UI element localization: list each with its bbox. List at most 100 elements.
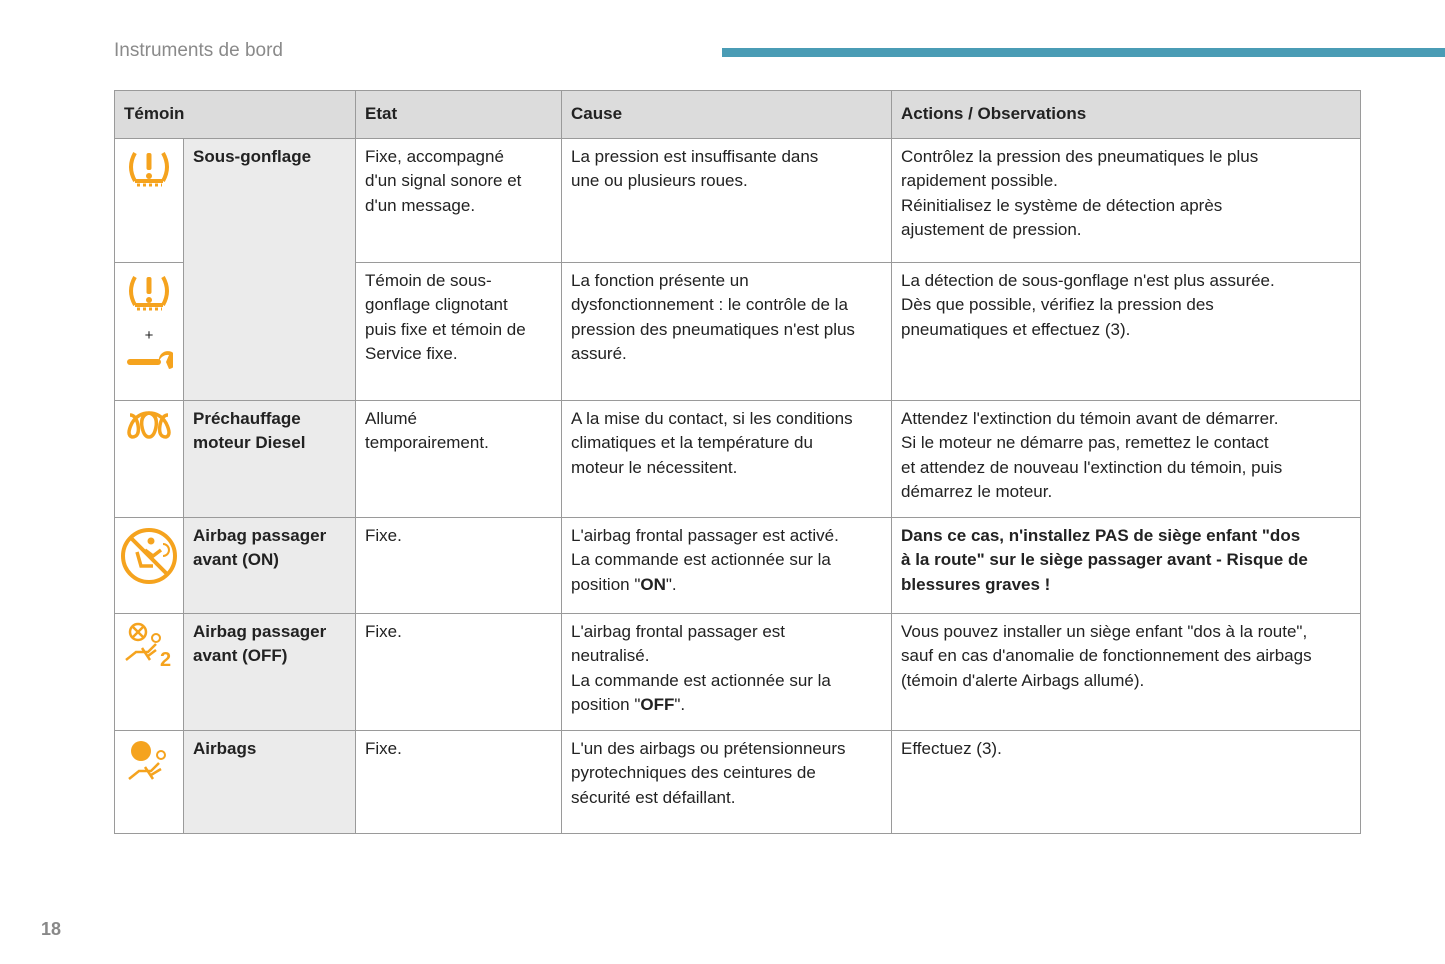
text-line: Si le moteur ne démarre pas, remettez le… xyxy=(901,433,1269,453)
glow-plug-icon xyxy=(115,409,183,441)
table-row: Préchauffage moteur Diesel Allumé temporair… xyxy=(114,400,1362,518)
warning-light-name: Sous-gonflage xyxy=(182,138,357,401)
text-line: Service fixe. xyxy=(365,343,458,363)
header-actions: Actions / Observations xyxy=(891,90,1362,139)
text-line: temporairement. xyxy=(365,433,489,453)
text-line: Dès que possible, vérifiez la pression d… xyxy=(901,295,1214,315)
tyre-pressure-icon xyxy=(115,147,183,193)
text-line: Fixe. xyxy=(365,526,402,545)
warning-light-name: Airbag passager avant (ON) xyxy=(182,517,357,614)
text-line: moteur Diesel xyxy=(193,433,306,453)
position-label: OFF xyxy=(640,694,675,714)
text-line: Réinitialisez le système de détection ap… xyxy=(901,195,1223,215)
text-segment: ". xyxy=(665,574,677,594)
warning-light-cell: 2 xyxy=(114,613,184,731)
text-line: Airbag passager xyxy=(193,622,327,641)
text-line: Vous pouvez installer un siège enfant "d… xyxy=(901,622,1308,641)
header-temoin: Témoin xyxy=(113,90,357,139)
text-line: L'airbag frontal passager est xyxy=(571,622,786,641)
table-row: 2 Airbag passager avant (OFF) Fixe. L'airbag… xyxy=(114,613,1362,731)
text-line: Effectuez (3). xyxy=(901,739,1002,758)
etat-cell: Allumé temporairement. xyxy=(355,400,563,518)
etat-cell: Fixe, accompagné d'un signal sonore et d'u… xyxy=(355,138,563,263)
airbag-fault-icon xyxy=(115,739,183,785)
table-row: Airbag passager avant (ON) Fixe. L'airbag f… xyxy=(114,517,1362,614)
actions-cell: Contrôlez la pression des pneumatiques l… xyxy=(891,138,1362,263)
text-line: Fixe. xyxy=(365,622,402,641)
header-etat: Etat xyxy=(355,90,563,139)
text-segment: position " xyxy=(571,574,641,594)
cause-cell: L'airbag frontal passager est activé. La … xyxy=(561,517,893,614)
text-line: démarrez le moteur. xyxy=(901,481,1053,501)
airbag-off-icon: 2 xyxy=(115,622,183,668)
text-line: et attendez de nouveau l'extinction du t… xyxy=(901,457,1283,477)
tyre-pressure-icon xyxy=(115,271,183,317)
cause-cell: La fonction présente un dysfonctionnement… xyxy=(561,262,893,401)
text-line: climatiques et la température du xyxy=(571,433,813,453)
table-header-row: Témoin Etat Cause Actions / Observations xyxy=(113,90,1362,139)
actions-cell: Effectuez (3). xyxy=(891,730,1362,834)
text-line: ajustement de pression. xyxy=(901,219,1082,239)
text-line: Allumé xyxy=(365,409,417,428)
warning-light-cell xyxy=(114,400,184,518)
text-line: pneumatiques et effectuez (3). xyxy=(901,319,1131,339)
warning-light-cell: + xyxy=(114,262,184,401)
cause-cell: La pression est insuffisante dans une ou … xyxy=(561,138,893,263)
section-title: Instruments de bord xyxy=(114,40,283,61)
text-line: moteur le nécessitent. xyxy=(571,457,738,477)
warning-light-cell xyxy=(114,517,184,614)
text-line: La commande est actionnée sur la xyxy=(571,670,831,690)
table-row: Sous-gonflage Fixe, accompagné d'un signal… xyxy=(114,138,1362,401)
actions-cell: Vous pouvez installer un siège enfant "d… xyxy=(891,613,1362,731)
text-line: pression des pneumatiques n'est plus xyxy=(571,319,855,339)
table-row: + Témoin de sous-gonflage clignotant puis … xyxy=(114,262,1362,401)
text-line: La pression est insuffisante dans xyxy=(571,147,819,166)
svg-text:2: 2 xyxy=(160,649,171,668)
text-line: La détection de sous-gonflage n'est plus… xyxy=(901,271,1275,290)
text-line: pyrotechniques des ceintures de xyxy=(571,763,816,783)
text-line: Fixe, accompagné xyxy=(365,147,504,166)
text-line: position "ON". xyxy=(571,573,882,597)
text-line: à la route" sur le siège passager avant … xyxy=(901,550,1308,570)
plus-sign: + xyxy=(144,327,154,344)
text-line: une ou plusieurs roues. xyxy=(571,171,748,191)
warning-light-name: Airbags xyxy=(182,730,357,834)
section-accent-bar xyxy=(722,48,1445,57)
text-line: blessures graves ! xyxy=(901,574,1051,594)
page-number: 18 xyxy=(41,919,62,939)
warning-lights-table: Témoin Etat Cause Actions / Observations… xyxy=(113,90,1362,834)
etat-cell: Fixe. xyxy=(355,517,563,614)
text-line: rapidement possible. xyxy=(901,171,1058,191)
cause-cell: A la mise du contact, si les conditions c… xyxy=(561,400,893,518)
text-line: Dans ce cas, n'installez PAS de siège en… xyxy=(901,526,1301,545)
text-line: avant (OFF) xyxy=(193,646,288,666)
text-line: Préchauffage xyxy=(193,409,301,428)
text-line: L'un des airbags ou prétensionneurs xyxy=(571,739,846,758)
text-line: Airbag passager xyxy=(193,526,327,545)
text-line: Témoin de sous- xyxy=(365,271,492,290)
text-line: La commande est actionnée sur la xyxy=(571,550,831,570)
text-line: puis fixe et témoin de xyxy=(365,319,526,339)
etat-cell: Fixe. xyxy=(355,613,563,731)
etat-cell: Fixe. xyxy=(355,730,563,834)
warning-light-cell xyxy=(114,730,184,834)
cause-cell: L'un des airbags ou prétensionneurs pyrot… xyxy=(561,730,893,834)
warning-light-name: Airbag passager avant (OFF) xyxy=(182,613,357,731)
text-line: Sous-gonflage xyxy=(193,147,312,166)
text-line: gonflage clignotant xyxy=(365,295,508,315)
cause-cell: L'airbag frontal passager est neutralisé.… xyxy=(561,613,893,731)
text-line: d'un message. xyxy=(365,195,476,215)
actions-cell: Attendez l'extinction du témoin avant de… xyxy=(891,400,1362,518)
text-line: Contrôlez la pression des pneumatiques l… xyxy=(901,147,1259,166)
wrench-icon xyxy=(115,351,183,373)
text-line: position "OFF". xyxy=(571,693,882,717)
text-line: L'airbag frontal passager est activé. xyxy=(571,526,839,545)
warning-light-name: Préchauffage moteur Diesel xyxy=(182,400,357,518)
text-line: sauf en cas d'anomalie de fonctionnement… xyxy=(901,646,1312,666)
text-line: La fonction présente un xyxy=(571,271,749,290)
text-line: dysfonctionnement : le contrôle de la xyxy=(571,295,848,315)
text-line: sécurité est défaillant. xyxy=(571,787,736,807)
text-line: Attendez l'extinction du témoin avant de… xyxy=(901,409,1279,428)
text-line: d'un signal sonore et xyxy=(365,171,522,191)
text-line: (témoin d'alerte Airbags allumé). xyxy=(901,670,1145,690)
